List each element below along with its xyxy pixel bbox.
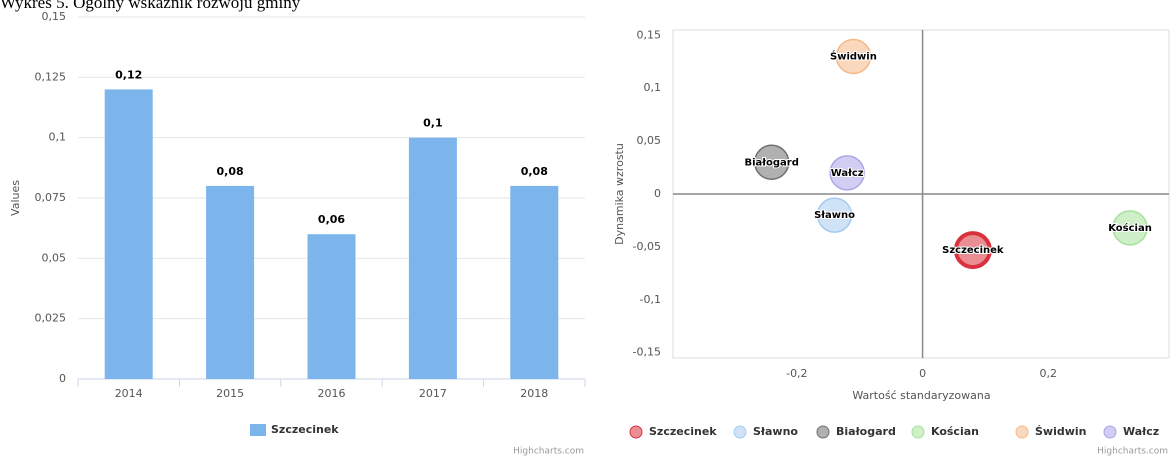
x-tick-label: 2015 [216, 387, 244, 400]
y-axis-title: Values [9, 180, 22, 216]
data-label: 0,06 [318, 213, 345, 226]
y-axis-title: Dynamika wzrostu [613, 143, 626, 245]
bubble [953, 231, 992, 270]
legend-label: Białogard [836, 425, 896, 438]
credits: Highcharts.com [513, 447, 584, 457]
x-axis-title: Wartość standaryzowana [852, 389, 990, 402]
legend-marker [733, 425, 747, 439]
bar [408, 137, 457, 379]
data-label: 0,12 [115, 68, 142, 81]
y-tick-label: 0,075 [35, 191, 67, 204]
y-tick-label: 0,05 [42, 251, 67, 264]
bubble-label: Białogard [745, 157, 799, 168]
y-tick-label: 0,1 [49, 131, 67, 144]
legend-marker [911, 425, 925, 439]
bubble [829, 155, 865, 191]
bubble-label: Świdwin [830, 49, 877, 62]
legend-marker [816, 425, 830, 439]
caption: Wykres 5. Ogólny wskaźnik rozwoju gminy [0, 0, 301, 12]
bubble [1112, 210, 1148, 246]
bubble [816, 197, 853, 233]
legend-label: Świdwin [1035, 425, 1087, 438]
bubble-label: Kościan [1108, 222, 1152, 234]
bar [510, 185, 559, 379]
x-tick-label: 2017 [419, 387, 447, 400]
y-tick-label: 0,025 [35, 312, 67, 325]
data-label: 0,1 [423, 117, 443, 130]
y-tick-label: -0,1 [640, 293, 661, 306]
legend-marker [629, 425, 643, 439]
y-tick-label: 0 [59, 372, 66, 385]
x-tick-label: 2018 [520, 387, 548, 400]
bubble-label: Szczecinek [942, 245, 1004, 256]
bar [307, 234, 356, 379]
x-tick-label: 0 [919, 367, 926, 380]
legend-swatch [250, 424, 266, 436]
data-label: 0,08 [217, 165, 244, 178]
y-tick-label: 0,15 [637, 28, 662, 41]
legend-label: Kościan [931, 425, 979, 438]
bubble-label: Wałcz [831, 168, 864, 179]
y-tick-label: -0,15 [633, 346, 661, 359]
y-tick-label: 0 [654, 187, 661, 200]
bar [206, 185, 255, 379]
x-tick-label: -0,2 [786, 367, 807, 380]
x-tick-label: 2014 [115, 387, 143, 400]
bubble-label: Sławno [814, 210, 855, 221]
bubble [753, 144, 790, 181]
legend-marker [1103, 425, 1117, 439]
x-tick-label: 2016 [318, 387, 346, 400]
bar [104, 89, 153, 380]
legend-label: Wałcz [1123, 425, 1159, 438]
y-tick-label: -0,05 [633, 240, 661, 253]
legend-label: Sławno [753, 425, 798, 438]
x-tick-label: 0,2 [1040, 367, 1058, 380]
data-label: 0,08 [521, 165, 548, 178]
legend-label: Szczecinek [649, 425, 717, 438]
bubble [835, 38, 872, 75]
y-tick-label: 0,125 [35, 70, 67, 83]
y-tick-label: 0,05 [637, 134, 662, 147]
y-tick-label: 0,1 [644, 81, 662, 94]
y-tick-label: 0,15 [42, 10, 67, 23]
legend-label: Szczecinek [271, 423, 339, 436]
credits: Highcharts.com [1097, 447, 1168, 457]
legend-marker [1015, 425, 1029, 439]
